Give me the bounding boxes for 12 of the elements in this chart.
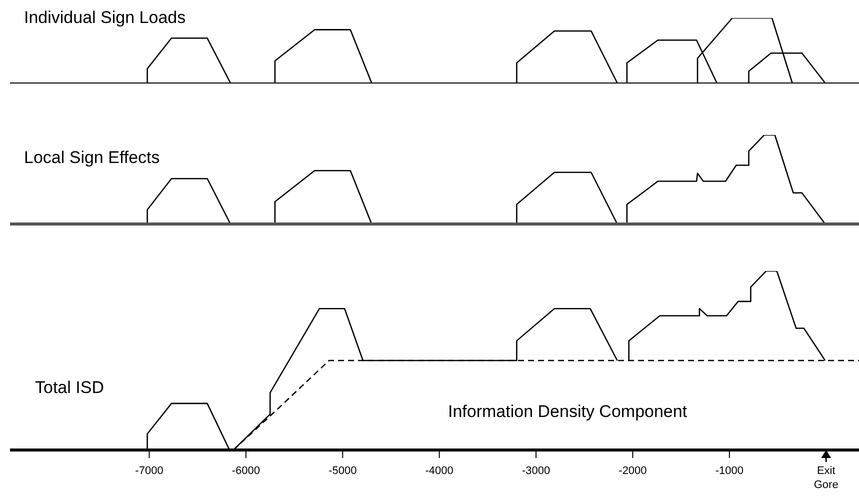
text: Total ISD <box>35 378 104 398</box>
chart-title: Individual Sign Loads <box>24 8 186 28</box>
text: Information Density Component <box>448 402 688 422</box>
x-tick-label: Exit Gore <box>814 465 838 491</box>
x-tick-label: -2000 <box>618 465 647 477</box>
x-tick-label: -7000 <box>135 465 164 477</box>
x-tick-label: -6000 <box>232 465 260 477</box>
x-tick-label: -4000 <box>425 465 454 477</box>
text: Local Sign Effects <box>24 148 160 168</box>
x-tick-label: -1000 <box>715 465 744 477</box>
x-tick-label: -5000 <box>328 465 357 477</box>
x-tick-label: -3000 <box>522 465 550 477</box>
